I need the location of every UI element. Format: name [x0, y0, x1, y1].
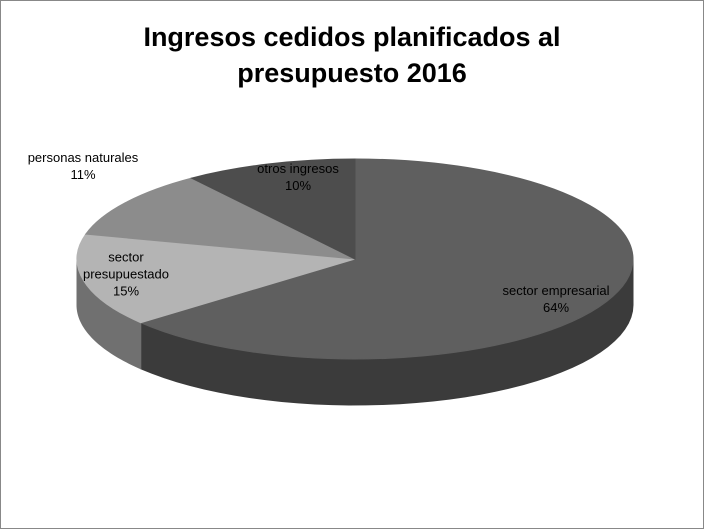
- category-label: sector empresarial: [502, 283, 610, 298]
- value-label: 64%: [542, 300, 570, 315]
- slice: [76, 233, 356, 324]
- category-label: personas naturales: [27, 150, 139, 165]
- slice: [190, 158, 356, 260]
- slice-label: personas naturales 11%: [18, 149, 148, 183]
- slice-label: otros ingresos 10%: [233, 160, 363, 194]
- slice-label: sector empresarial 64%: [491, 282, 621, 316]
- value-label: 10%: [284, 178, 312, 193]
- chart-title: Ingresos cedidos planificados al presupu…: [143, 22, 561, 88]
- slice-label: sector presupuestado 15%: [76, 249, 176, 300]
- value-label: 15%: [112, 283, 140, 299]
- category-label: sector presupuestado: [82, 249, 169, 282]
- category-label: otros ingresos: [257, 161, 339, 176]
- slice: [139, 158, 634, 360]
- value-label: 11%: [70, 167, 96, 182]
- slice: [84, 177, 356, 260]
